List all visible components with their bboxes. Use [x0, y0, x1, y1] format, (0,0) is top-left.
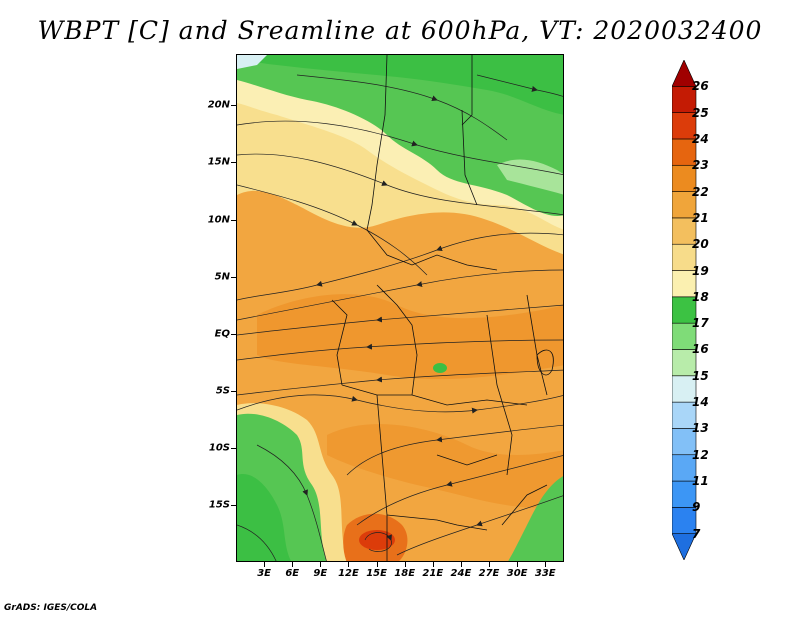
lon-tick-label: 9E — [313, 568, 328, 579]
lon-tick-label: 3E — [257, 568, 271, 579]
lon-tick-label: 6E — [285, 568, 300, 579]
field-17-se — [508, 476, 563, 561]
lat-tick-mark — [231, 333, 236, 335]
colorbar-label: 16 — [692, 342, 709, 357]
lat-tick-mark — [231, 276, 236, 278]
country-borders — [331, 55, 554, 561]
colorbar-label: 20 — [692, 237, 709, 252]
lon-tick-mark — [517, 562, 519, 567]
colorbar-bin — [672, 296, 697, 324]
lon-tick-label: 15E — [366, 568, 387, 579]
lon-tick-label: 30E — [506, 568, 528, 579]
colorbar-bin — [672, 60, 697, 87]
map-plot-area — [236, 54, 564, 562]
lon-tick-label: 21E — [422, 568, 444, 579]
lat-tick-mark — [231, 390, 236, 392]
lat-tick-label: 10N — [207, 214, 230, 226]
lat-tick-label: 15N — [207, 156, 230, 168]
colorbar-label: 26 — [692, 79, 709, 94]
field-15-corner — [237, 55, 267, 69]
wbpt-field — [237, 55, 563, 561]
colorbar-label: 21 — [692, 210, 709, 225]
field-17-north — [237, 55, 563, 216]
lon-tick-label: 18E — [394, 568, 416, 579]
colorbar-label: 13 — [692, 421, 709, 436]
lon-tick-mark — [489, 562, 491, 567]
lon-tick-mark — [432, 562, 434, 567]
lat-tick-mark — [231, 504, 236, 506]
lat-tick-mark — [231, 447, 236, 449]
field-22-23-south — [327, 424, 563, 508]
field-16-sw — [237, 474, 292, 561]
lon-tick-mark — [348, 562, 350, 567]
colorbar-bin — [672, 322, 697, 350]
colorbar-bin — [672, 507, 697, 534]
lon-tick-mark — [404, 562, 406, 567]
colorbar-label: 17 — [692, 316, 709, 331]
lon-tick-label: 24E — [450, 568, 472, 579]
lat-tick-label: 5S — [215, 385, 230, 397]
lon-tick-label: 33E — [534, 568, 556, 579]
lat-tick-label: 20N — [207, 99, 230, 111]
lon-tick-label: 27E — [478, 568, 500, 579]
colorbar-bin — [672, 454, 697, 482]
colorbar-label: 18 — [692, 289, 709, 304]
lat-tick-label: 10S — [208, 442, 230, 454]
field-16-17-north — [237, 55, 563, 115]
lon-tick-mark — [292, 562, 294, 567]
colorbar-label: 19 — [692, 263, 709, 278]
colorbar-bin — [672, 86, 697, 113]
lat-tick-mark — [231, 105, 236, 107]
lon-tick-mark — [376, 562, 378, 567]
lon-tick-mark — [460, 562, 462, 567]
colorbar-label: 23 — [692, 158, 709, 173]
lat-tick-label: EQ — [214, 328, 230, 340]
colorbar — [672, 60, 697, 560]
field-16-pocket — [497, 159, 563, 195]
grads-credit: GrADS: IGES/COLA — [4, 603, 98, 613]
field-17-spot — [433, 363, 447, 373]
colorbar-label: 12 — [692, 447, 709, 462]
lat-tick-label: 15S — [208, 499, 230, 511]
chart-title: WBPT [C] and Sreamline at 600hPa, VT: 20… — [37, 16, 763, 45]
lat-tick-mark — [231, 219, 236, 221]
colorbar-bin — [672, 138, 697, 166]
field-25-core — [359, 530, 395, 550]
colorbar-label: 15 — [692, 368, 709, 383]
colorbar-bin — [672, 270, 697, 298]
lat-tick-label: 5N — [214, 271, 230, 283]
lon-tick-label: 12E — [338, 568, 359, 579]
colorbar-label: 14 — [692, 395, 709, 410]
field-22-23-equator — [257, 294, 563, 380]
colorbar-label: 25 — [692, 105, 709, 120]
colorbar-bin — [672, 375, 697, 403]
colorbar-label: 9 — [692, 500, 701, 515]
colorbar-label: 11 — [692, 474, 709, 489]
streamlines — [237, 74, 563, 561]
colorbar-bin — [672, 217, 697, 245]
lon-tick-mark — [264, 562, 266, 567]
colorbar-bin — [672, 480, 697, 508]
colorbar-label: 24 — [692, 131, 709, 146]
colorbar-label: 22 — [692, 184, 709, 199]
lat-tick-mark — [231, 162, 236, 164]
lon-tick-mark — [545, 562, 547, 567]
colorbar-label: 7 — [692, 526, 701, 541]
lon-tick-mark — [320, 562, 322, 567]
colorbar-bin — [672, 243, 697, 271]
